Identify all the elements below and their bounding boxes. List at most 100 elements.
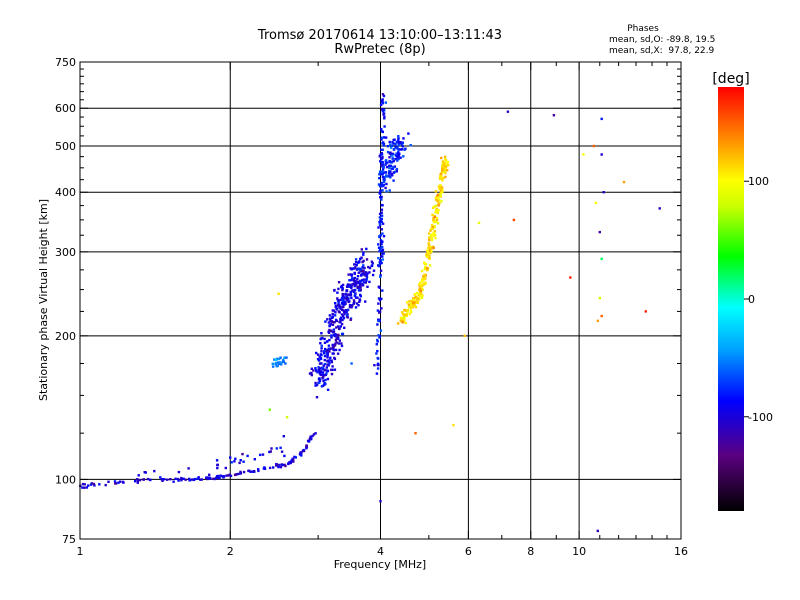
data-point <box>340 313 344 316</box>
data-point <box>233 460 236 463</box>
data-point <box>328 362 331 365</box>
data-point <box>380 208 384 211</box>
data-point <box>279 356 282 359</box>
data-point <box>436 193 440 197</box>
data-point <box>397 139 400 142</box>
data-point <box>400 317 404 320</box>
data-point <box>386 145 390 148</box>
y-tick-label: 300 <box>55 246 76 259</box>
data-point <box>284 362 287 365</box>
data-point <box>380 307 383 310</box>
data-point <box>434 236 437 240</box>
data-point <box>342 315 345 318</box>
data-point <box>395 141 398 144</box>
data-point <box>341 299 344 302</box>
data-point <box>282 435 285 438</box>
data-point <box>352 290 355 294</box>
data-point <box>215 459 219 462</box>
data-point <box>423 276 426 279</box>
data-point <box>366 272 369 275</box>
data-point <box>340 284 343 288</box>
data-point <box>434 204 438 207</box>
data-point <box>83 483 86 486</box>
data-point <box>298 453 302 456</box>
data-point <box>429 234 433 237</box>
data-point <box>382 165 385 169</box>
data-point <box>379 329 383 332</box>
data-point <box>378 185 382 188</box>
data-point <box>416 296 419 299</box>
data-point <box>344 293 348 296</box>
data-point <box>205 476 208 479</box>
data-point <box>378 261 381 264</box>
data-point <box>335 337 338 340</box>
data-point <box>319 373 322 377</box>
data-point <box>381 240 384 244</box>
data-point <box>378 319 381 323</box>
data-point <box>308 437 312 440</box>
data-point <box>359 289 362 292</box>
data-point <box>376 356 379 360</box>
data-point <box>346 314 349 317</box>
data-point <box>316 358 320 361</box>
data-point <box>428 254 431 258</box>
data-point <box>439 184 442 187</box>
data-point <box>384 159 388 162</box>
y-tick-label: 500 <box>55 140 76 153</box>
data-point <box>376 367 380 370</box>
data-point <box>397 140 400 143</box>
data-point <box>318 367 322 370</box>
data-point <box>396 147 399 150</box>
data-point <box>388 152 391 155</box>
data-point <box>215 475 219 478</box>
data-point <box>268 450 271 454</box>
data-point <box>187 467 190 470</box>
data-point <box>323 368 327 372</box>
data-point <box>336 335 339 338</box>
data-point <box>399 156 402 159</box>
data-point <box>382 142 386 146</box>
data-point <box>446 169 449 172</box>
data-point <box>326 363 329 366</box>
data-point <box>395 170 398 173</box>
data-point <box>348 305 352 309</box>
data-point <box>427 232 431 235</box>
data-point <box>382 235 386 238</box>
data-point <box>360 256 363 259</box>
data-point <box>432 234 436 237</box>
data-point <box>338 327 341 331</box>
data-point <box>347 293 350 296</box>
data-point <box>428 236 431 239</box>
data-point <box>93 484 96 487</box>
x-tick-label: 2 <box>227 545 234 558</box>
data-point <box>349 317 353 320</box>
data-point <box>197 476 200 479</box>
data-point <box>341 295 344 298</box>
data-point <box>278 463 281 467</box>
data-point <box>306 439 310 443</box>
data-point <box>208 473 211 476</box>
data-point <box>216 466 219 470</box>
data-point <box>381 222 385 225</box>
data-point <box>382 141 385 144</box>
x-tick-label: 10 <box>572 545 586 558</box>
data-point <box>444 158 448 162</box>
data-point <box>370 264 374 267</box>
data-point <box>420 292 423 295</box>
data-point <box>381 99 384 103</box>
data-point <box>320 347 323 350</box>
data-point <box>192 478 195 482</box>
data-point <box>360 248 363 251</box>
data-point <box>384 163 387 166</box>
data-point <box>376 362 380 365</box>
data-point <box>361 266 364 269</box>
data-point <box>337 342 340 345</box>
data-point <box>323 350 326 353</box>
data-point <box>389 176 392 179</box>
data-point <box>416 301 420 304</box>
data-point <box>444 165 448 168</box>
data-point <box>363 266 366 270</box>
data-point <box>441 168 444 172</box>
data-point <box>356 296 359 299</box>
data-point <box>328 338 331 342</box>
